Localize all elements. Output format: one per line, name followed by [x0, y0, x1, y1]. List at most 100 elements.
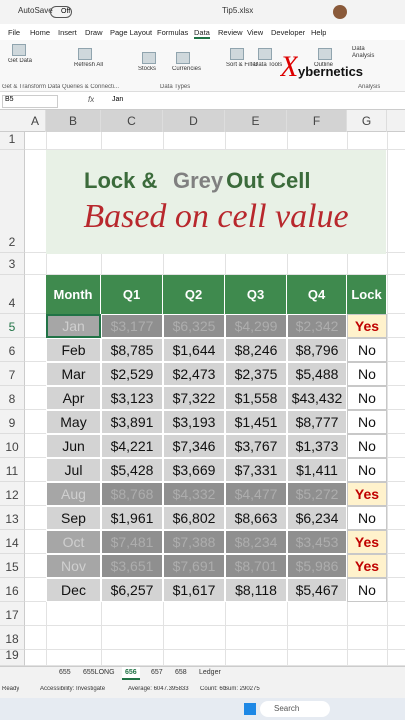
ribbon-button[interactable]: Outline [314, 62, 334, 68]
table-cell[interactable]: $3,669 [163, 458, 225, 482]
row-header[interactable]: 11 [0, 458, 25, 482]
table-cell[interactable]: $5,428 [101, 458, 163, 482]
table-cell[interactable]: May [46, 410, 101, 434]
ribbon-tab[interactable]: View [247, 28, 264, 37]
column-header[interactable]: C [101, 110, 163, 132]
table-cell[interactable]: $1,961 [101, 506, 163, 530]
ribbon-tab[interactable]: Help [311, 28, 327, 37]
table-cell[interactable]: $1,617 [163, 578, 225, 602]
column-header[interactable]: E [225, 110, 287, 132]
row-header[interactable]: 3 [0, 253, 25, 275]
table-cell[interactable]: $8,701 [225, 554, 287, 578]
table-cell[interactable]: $2,375 [225, 362, 287, 386]
table-cell[interactable]: $3,193 [163, 410, 225, 434]
row-header[interactable]: 16 [0, 578, 25, 602]
table-cell[interactable]: $2,529 [101, 362, 163, 386]
table-cell[interactable]: Apr [46, 386, 101, 410]
column-header[interactable]: D [163, 110, 225, 132]
row-header[interactable]: 7 [0, 362, 25, 386]
table-cell[interactable]: Yes [347, 530, 387, 554]
table-cell[interactable]: Yes [347, 482, 387, 506]
ribbon-tab[interactable]: File [8, 28, 21, 37]
table-cell[interactable]: No [347, 338, 387, 362]
table-cell[interactable]: $43,432 [287, 386, 347, 410]
table-cell[interactable]: Yes [347, 314, 387, 338]
table-cell[interactable]: No [347, 410, 387, 434]
table-cell[interactable]: Aug [46, 482, 101, 506]
table-cell[interactable]: Dec [46, 578, 101, 602]
sheet-tab[interactable]: 656 [122, 667, 140, 680]
column-header[interactable]: B [46, 110, 101, 132]
ribbon-tab[interactable]: Page Layout [110, 28, 153, 37]
ribbon-tab[interactable]: Developer [271, 28, 306, 37]
table-cell[interactable]: $5,272 [287, 482, 347, 506]
table-cell[interactable]: $1,411 [287, 458, 347, 482]
table-cell[interactable]: $2,342 [287, 314, 347, 338]
table-cell[interactable]: Oct [46, 530, 101, 554]
table-cell[interactable]: Feb [46, 338, 101, 362]
table-cell[interactable]: $8,777 [287, 410, 347, 434]
ribbon-tab[interactable]: Review [218, 28, 243, 37]
row-header[interactable]: 5 [0, 314, 25, 338]
table-cell[interactable]: $3,123 [101, 386, 163, 410]
table-cell[interactable]: No [347, 386, 387, 410]
table-cell[interactable]: $5,467 [287, 578, 347, 602]
row-header[interactable]: 4 [0, 275, 25, 314]
row-header[interactable]: 13 [0, 506, 25, 530]
ribbon-button[interactable]: Get Data [8, 58, 33, 64]
table-cell[interactable]: $8,234 [225, 530, 287, 554]
sheet-tab[interactable]: 657 [151, 669, 163, 676]
sheet-tab[interactable]: 655 [59, 669, 71, 676]
table-cell[interactable]: Nov [46, 554, 101, 578]
row-header[interactable]: 2 [0, 150, 25, 253]
table-cell[interactable]: $3,891 [101, 410, 163, 434]
ribbon-tab[interactable]: Draw [85, 28, 103, 37]
ribbon-button[interactable]: Data Analysis [352, 46, 375, 59]
table-cell[interactable]: $1,373 [287, 434, 347, 458]
table-cell[interactable]: $5,488 [287, 362, 347, 386]
table-cell[interactable]: $7,346 [163, 434, 225, 458]
table-cell[interactable]: $4,221 [101, 434, 163, 458]
column-header[interactable]: A [25, 110, 46, 132]
row-header[interactable]: 15 [0, 554, 25, 578]
table-cell[interactable]: $6,257 [101, 578, 163, 602]
table-cell[interactable]: No [347, 458, 387, 482]
formula-content[interactable]: Jan [112, 96, 124, 103]
name-box[interactable]: B5 [2, 95, 58, 108]
table-cell[interactable]: $8,246 [225, 338, 287, 362]
column-header[interactable]: G [347, 110, 387, 132]
table-cell[interactable]: Jul [46, 458, 101, 482]
table-cell[interactable]: $1,644 [163, 338, 225, 362]
autosave-toggle[interactable]: Off [50, 6, 72, 18]
table-cell[interactable]: $3,453 [287, 530, 347, 554]
table-cell[interactable]: $2,473 [163, 362, 225, 386]
table-cell[interactable]: $4,477 [225, 482, 287, 506]
row-header[interactable]: 10 [0, 434, 25, 458]
row-header[interactable]: 12 [0, 482, 25, 506]
table-cell[interactable]: No [347, 506, 387, 530]
table-cell[interactable]: Mar [46, 362, 101, 386]
table-cell[interactable]: $8,785 [101, 338, 163, 362]
row-header[interactable]: 19 [0, 650, 25, 666]
table-cell[interactable]: $1,558 [225, 386, 287, 410]
table-cell[interactable]: $7,691 [163, 554, 225, 578]
taskbar-search[interactable]: Search [260, 701, 330, 717]
table-cell[interactable]: $8,118 [225, 578, 287, 602]
table-cell[interactable]: Jun [46, 434, 101, 458]
table-cell[interactable]: $6,802 [163, 506, 225, 530]
ribbon-tab[interactable]: Data [194, 28, 210, 39]
table-cell[interactable]: No [347, 362, 387, 386]
table-cell[interactable]: $6,234 [287, 506, 347, 530]
row-header[interactable]: 17 [0, 602, 25, 626]
ribbon-button[interactable]: Refresh All [74, 62, 104, 68]
table-cell[interactable]: $7,322 [163, 386, 225, 410]
table-cell[interactable]: $5,986 [287, 554, 347, 578]
ribbon-tab[interactable]: Insert [58, 28, 77, 37]
table-cell[interactable]: $3,177 [101, 314, 163, 338]
row-header[interactable]: 18 [0, 626, 25, 650]
table-cell[interactable]: $8,796 [287, 338, 347, 362]
table-cell[interactable]: $4,299 [225, 314, 287, 338]
table-cell[interactable]: $3,651 [101, 554, 163, 578]
ribbon-button[interactable]: Stocks [138, 66, 157, 72]
table-cell[interactable]: Sep [46, 506, 101, 530]
